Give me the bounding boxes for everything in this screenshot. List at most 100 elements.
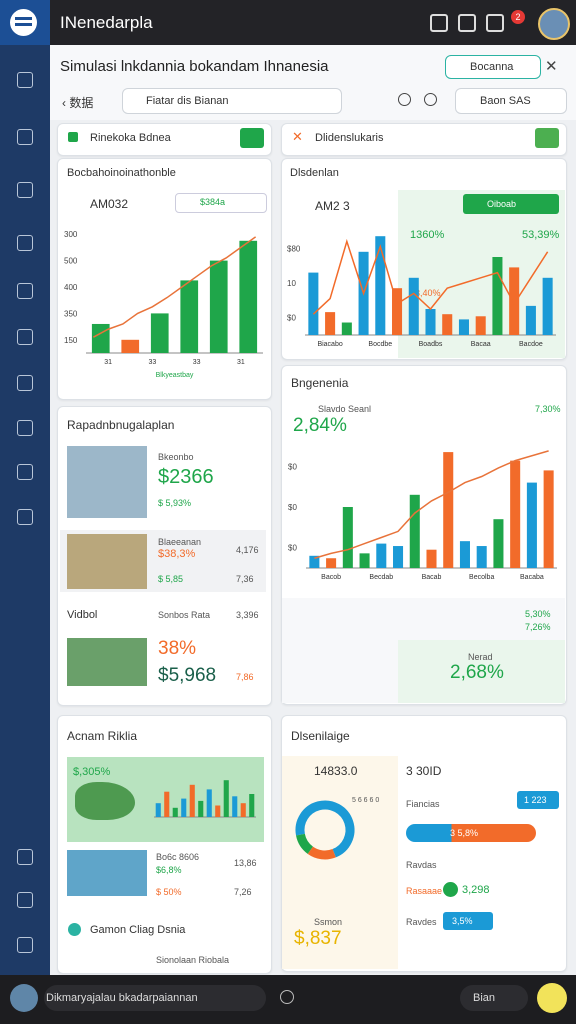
item-label[interactable]: Gamon Cliag Dsnia — [90, 924, 186, 936]
nav-icon[interactable] — [17, 892, 33, 908]
nav-icon[interactable] — [17, 182, 33, 198]
message-text: Dikmaryajalau bkadarpaiannan — [46, 992, 198, 1004]
map-value: $,305% — [73, 766, 111, 778]
card-title: Dlsdenlan — [290, 167, 339, 179]
bar — [542, 277, 553, 335]
bar — [164, 791, 170, 817]
badge: 2 — [511, 10, 525, 24]
icon[interactable] — [424, 93, 437, 106]
icon[interactable] — [486, 14, 504, 32]
y-tick-label: 300 — [64, 230, 78, 239]
map-sub: Bo6c 8606 — [156, 852, 200, 862]
nav-icon[interactable] — [17, 235, 33, 251]
assistant-button[interactable] — [537, 983, 567, 1013]
dropdown[interactable] — [122, 88, 342, 114]
search-icon[interactable] — [280, 990, 294, 1004]
thumbnail — [67, 534, 147, 589]
legend: Blkyeastbay — [156, 372, 194, 379]
bar — [308, 272, 319, 335]
row-badge — [517, 791, 559, 809]
item-icon — [68, 923, 81, 936]
nav-icon[interactable] — [17, 329, 33, 345]
x-tick-label: 31 — [237, 359, 245, 366]
close-icon[interactable]: ✕ — [545, 58, 558, 75]
tab-label: Rinekoka Bdnea — [90, 132, 171, 144]
bar — [425, 309, 436, 335]
chart-corner: 7,30% — [535, 404, 561, 414]
chart: 300 500 400 350 150 31 33 33 31 Blkyeastbay — [64, 230, 263, 379]
nav-icon[interactable] — [17, 464, 33, 480]
tab-button[interactable] — [535, 128, 559, 148]
bar — [341, 322, 352, 335]
chart-legend: Slavdo Seanl — [318, 404, 372, 414]
nav-icon[interactable] — [17, 283, 33, 299]
icon[interactable] — [458, 14, 476, 32]
action-button[interactable] — [460, 985, 528, 1011]
bar — [180, 280, 199, 353]
x-tick-label: Bacab — [422, 574, 442, 581]
foot-value: 5,30% — [525, 609, 551, 619]
item-sub: $ 5,93% — [158, 498, 192, 508]
back-button[interactable]: ‹ 数据 — [62, 96, 94, 110]
chart-button[interactable] — [463, 194, 559, 214]
avatar[interactable] — [538, 8, 570, 40]
nav-icon[interactable] — [17, 937, 33, 953]
tab-card[interactable] — [281, 123, 567, 156]
chart: $0 $0 $0 Bacob Becdab Bacab Becolba Bacaba — [288, 450, 557, 581]
item-right: 4,176 — [236, 545, 259, 555]
nav-icon[interactable] — [17, 420, 33, 436]
bar — [392, 288, 403, 335]
chart-button-text: Oiboab — [487, 199, 517, 209]
bar — [359, 553, 370, 568]
y-tick-label: $0 — [288, 544, 297, 553]
logo-mark — [15, 17, 32, 20]
message-box[interactable] — [44, 985, 266, 1011]
row-label: Ravdas — [406, 860, 437, 870]
bar — [121, 339, 140, 353]
item-sub: $5,968 — [158, 665, 217, 686]
row-value: 1 223 — [524, 795, 547, 805]
nav-icon[interactable] — [17, 849, 33, 865]
logo[interactable] — [10, 9, 37, 36]
item-right: 7,36 — [236, 574, 254, 584]
progress-bar — [406, 824, 536, 842]
map-shape — [75, 782, 135, 820]
nav-icon[interactable] — [17, 375, 33, 391]
y-tick-label: $80 — [287, 244, 301, 253]
tab-card[interactable] — [57, 123, 272, 156]
bar — [475, 316, 486, 335]
filter-box[interactable] — [455, 88, 567, 114]
item-name: Vidbol — [67, 609, 98, 621]
bar — [91, 323, 110, 353]
bar — [239, 240, 258, 353]
search-text: Bocanna — [470, 61, 514, 73]
nav-icon[interactable] — [17, 72, 33, 88]
tab-label: Dlidenslukaris — [315, 132, 384, 144]
bar — [393, 546, 404, 568]
avatar[interactable] — [10, 984, 38, 1012]
x-tick-label: Bacdoe — [519, 341, 543, 348]
bar — [342, 507, 353, 568]
chart-code: AM2 3 — [315, 199, 350, 213]
nav-icon[interactable] — [17, 129, 33, 145]
y-tick-label: 350 — [64, 309, 78, 318]
donut-label: 5 6 6 6 0 — [352, 797, 380, 804]
donut-segment — [307, 846, 336, 860]
donut-segment — [296, 833, 314, 854]
bar — [408, 277, 419, 335]
map-sub: $6,8% — [156, 865, 182, 875]
icon[interactable] — [430, 14, 448, 32]
bar — [525, 305, 536, 335]
nav-icon[interactable] — [17, 509, 33, 525]
tab-icon: ✕ — [292, 129, 303, 144]
search-box[interactable] — [445, 55, 541, 79]
footer-highlight — [398, 640, 565, 703]
back-text: 数据 — [69, 96, 94, 110]
icon[interactable] — [398, 93, 411, 106]
row-label: Rasaaae — [406, 886, 443, 896]
chart-badge-box[interactable] — [175, 193, 267, 213]
item-name: Bkeonbo — [158, 452, 194, 462]
y-tick-label: 400 — [64, 283, 78, 292]
tab-button[interactable] — [240, 128, 264, 148]
chart: $80 10 $0 Biacabo Bocdbe Boadbs Bacaa Bacdoe — [287, 236, 556, 348]
